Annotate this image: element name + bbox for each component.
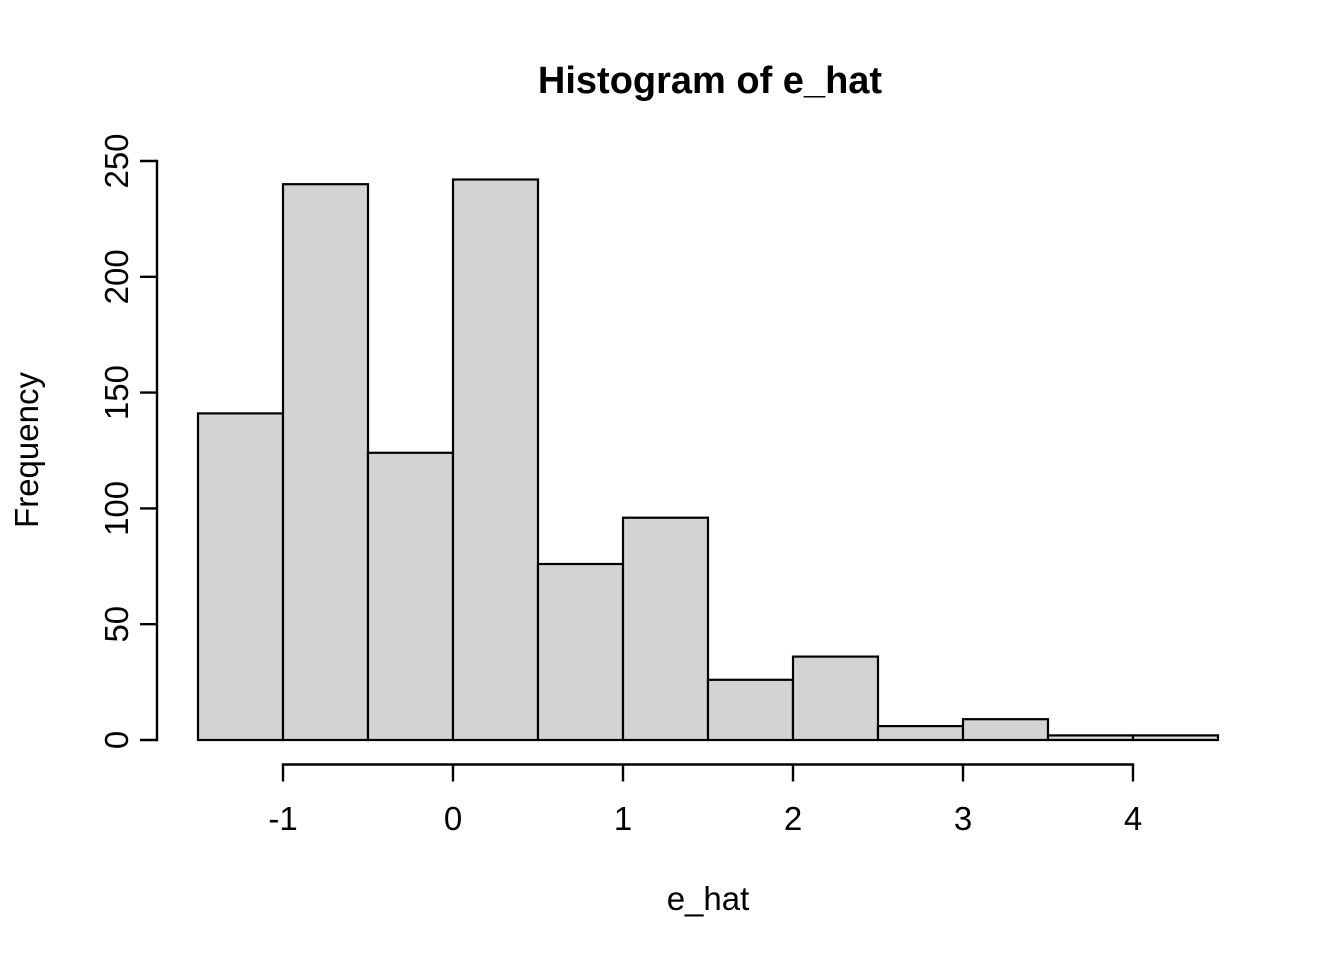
histogram-bar (876, 724, 965, 742)
histogram-bar (1046, 734, 1135, 742)
histogram-bar (1131, 734, 1220, 742)
y-tick-label: 100 (98, 481, 135, 536)
x-tick-label: 1 (614, 800, 632, 837)
histogram-bar (961, 718, 1050, 742)
y-tick-label: 250 (98, 133, 135, 188)
x-tick-label: 4 (1124, 800, 1142, 837)
x-tick-label: 0 (444, 800, 462, 837)
histogram-bar (791, 655, 880, 742)
y-tick-label: 0 (98, 731, 135, 749)
y-tick-label: 50 (98, 606, 135, 643)
histogram-bar (451, 178, 540, 742)
y-axis-label: Frequency (8, 372, 45, 528)
x-axis-label: e_hat (667, 880, 750, 917)
histogram-bar (621, 516, 710, 742)
x-tick-label: -1 (268, 800, 297, 837)
y-axis: 0 50 100 150 200 250 (98, 133, 159, 749)
plot-title: Histogram of e_hat (538, 60, 883, 102)
x-axis: -1 0 1 2 3 4 (268, 763, 1142, 837)
histogram-bars (196, 178, 1220, 742)
histogram-bar (366, 451, 455, 742)
histogram-bar (281, 183, 370, 742)
x-tick-label: 2 (784, 800, 802, 837)
histogram-bar (196, 412, 285, 742)
y-tick-label: 200 (98, 249, 135, 304)
x-tick-label: 3 (954, 800, 972, 837)
histogram-bar (536, 562, 625, 742)
histogram-bar (706, 678, 795, 742)
y-tick-label: 150 (98, 365, 135, 420)
